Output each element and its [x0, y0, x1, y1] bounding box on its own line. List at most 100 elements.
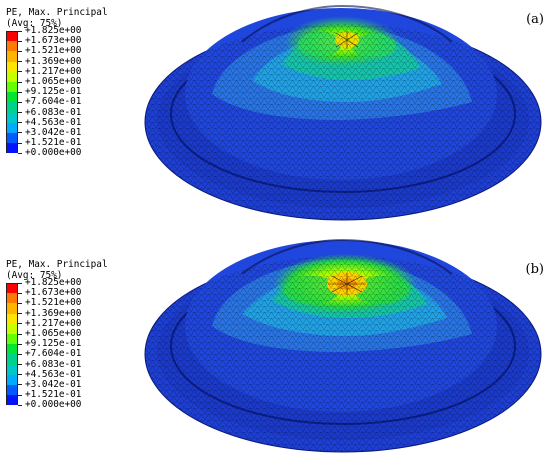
legend-value: +3.042e-01	[25, 126, 82, 138]
legend-subtitle: (Avg: 75%)	[6, 269, 63, 281]
legend-value: +9.125e-01	[25, 338, 82, 350]
panel-b: PE, Max. Principal (Avg: 75%) +1.825e+00…	[0, 232, 550, 464]
legend-swatch	[6, 31, 18, 42]
panel-label: (b)	[525, 262, 544, 277]
legend-value: +4.563e-01	[25, 116, 82, 128]
legend-entry: +1.369e+00	[6, 56, 136, 72]
legend-value: +1.521e-01	[25, 137, 82, 149]
legend-tick	[18, 30, 22, 32]
legend-tick	[18, 50, 22, 52]
legend-tick	[18, 333, 22, 335]
legend-tick	[18, 132, 22, 134]
legend-value: +1.217e+00	[25, 317, 82, 329]
legend-swatch	[6, 143, 18, 154]
legend-tick	[18, 353, 22, 355]
legend-title: PE, Max. Principal	[6, 259, 108, 270]
legend-value: +1.065e+00	[25, 328, 82, 340]
legend-tick	[18, 292, 22, 294]
legend-value: +1.673e+00	[25, 287, 82, 299]
legend-swatch	[6, 344, 18, 355]
legend-entry: +9.125e-01	[6, 339, 136, 355]
legend-swatch	[6, 283, 18, 294]
legend-tick	[18, 71, 22, 73]
legend-swatch	[6, 374, 18, 385]
legend-value: +1.369e+00	[25, 55, 82, 67]
legend-tick	[18, 394, 22, 396]
legend-tick	[18, 343, 22, 345]
legend-value: +9.125e-01	[25, 86, 82, 98]
legend-tick	[18, 91, 22, 93]
legend-tick	[18, 112, 22, 114]
legend-tick	[18, 374, 22, 376]
legend-value: +1.369e+00	[25, 307, 82, 319]
legend-entry: +3.042e-01	[6, 379, 136, 396]
legend-swatch	[6, 153, 18, 163]
legend-title: PE, Max. Principal	[6, 7, 108, 18]
contour-legend: PE, Max. Principal (Avg: 75%) +1.825e+00…	[6, 259, 136, 415]
legend-tick	[18, 323, 22, 325]
legend-tick	[18, 142, 22, 144]
legend-swatch	[6, 395, 18, 406]
legend-tick	[18, 122, 22, 124]
legend-swatch	[6, 323, 18, 334]
legend-scale: +1.825e+00 +1.673e+00 +1.521e+00 +1.369e+00…	[6, 278, 136, 415]
legend-entry: +0.000e+00	[6, 400, 136, 415]
dome-contour-plot	[144, 238, 542, 453]
legend-value: +0.000e+00	[25, 147, 82, 159]
legend-value: +6.083e-01	[25, 358, 82, 370]
legend-entry: +1.825e+00	[6, 278, 136, 294]
legend-tick	[18, 384, 22, 386]
legend-value: +1.521e+00	[25, 45, 82, 57]
legend-value: +4.563e-01	[25, 368, 82, 380]
panel-label: (a)	[526, 12, 544, 27]
legend-entry: +1.217e+00	[6, 66, 136, 82]
legend-value: +0.000e+00	[25, 399, 82, 411]
legend-value: +1.825e+00	[25, 277, 82, 289]
legend-swatch	[6, 41, 18, 52]
legend-swatch	[6, 354, 18, 365]
legend-entry: +7.604e-01	[6, 349, 136, 365]
legend-tick	[18, 302, 22, 304]
legend-entry: +1.065e+00	[6, 329, 136, 345]
legend-tick	[18, 404, 22, 406]
legend-swatch	[6, 92, 18, 103]
panel-a: PE, Max. Principal (Avg: 75%) +1.825e+00…	[6, 4, 544, 221]
legend-swatch	[6, 313, 18, 324]
legend-value: +1.673e+00	[25, 35, 82, 47]
legend-entry: +1.369e+00	[6, 308, 136, 324]
legend-tick	[18, 61, 22, 63]
legend-tick	[18, 282, 22, 284]
legend-value: +7.604e-01	[25, 348, 82, 360]
legend-swatch	[6, 61, 18, 72]
legend-tick	[18, 81, 22, 83]
legend-entry: +1.065e+00	[6, 77, 136, 93]
legend-swatch	[6, 333, 18, 345]
legend-value: +1.521e-01	[25, 389, 82, 401]
legend-swatch	[6, 293, 18, 304]
legend-entry: +7.604e-01	[6, 97, 136, 113]
legend-swatch	[6, 51, 18, 62]
legend-entry: +1.825e+00	[6, 26, 136, 42]
legend-swatch	[6, 71, 18, 82]
legend-tick	[18, 101, 22, 103]
legend-entry: +1.673e+00	[6, 288, 136, 304]
legend-value: +1.065e+00	[25, 76, 82, 88]
legend-subtitle: (Avg: 75%)	[6, 17, 63, 29]
legend-swatch	[6, 112, 18, 123]
legend-entry: +1.521e+00	[6, 46, 136, 62]
legend-value: +7.604e-01	[25, 96, 82, 108]
legend-value: +1.521e+00	[25, 297, 82, 309]
legend-tick	[18, 364, 22, 366]
legend-swatch	[6, 364, 18, 375]
dome-contour-plot	[144, 4, 542, 221]
legend-swatch	[6, 384, 18, 396]
legend-entry: +1.521e-01	[6, 390, 136, 406]
legend-entry: +0.000e+00	[6, 148, 136, 163]
legend-swatch	[6, 405, 18, 415]
legend-swatch	[6, 122, 18, 133]
legend-tick	[18, 313, 22, 315]
contour-legend: PE, Max. Principal (Avg: 75%) +1.825e+00…	[6, 7, 136, 163]
legend-swatch	[6, 132, 18, 144]
legend-entry: +9.125e-01	[6, 87, 136, 103]
legend-entry: +6.083e-01	[6, 359, 136, 375]
